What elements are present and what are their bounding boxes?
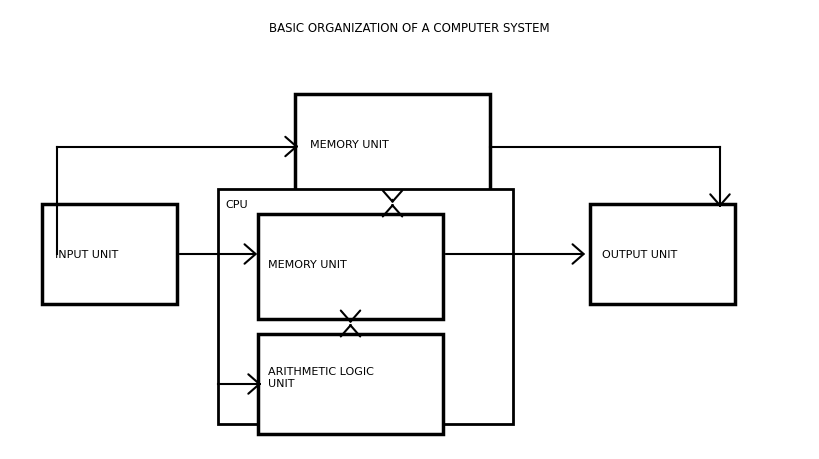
Text: MEMORY UNIT: MEMORY UNIT — [310, 140, 389, 150]
Bar — [258, 214, 443, 319]
Text: INPUT UNIT: INPUT UNIT — [55, 249, 118, 259]
Text: ARITHMETIC LOGIC
UNIT: ARITHMETIC LOGIC UNIT — [268, 366, 374, 388]
Bar — [258, 334, 443, 434]
Text: BASIC ORGANIZATION OF A COMPUTER SYSTEM: BASIC ORGANIZATION OF A COMPUTER SYSTEM — [269, 22, 550, 35]
Bar — [590, 205, 735, 304]
Text: MEMORY UNIT: MEMORY UNIT — [268, 259, 346, 269]
Bar — [295, 95, 490, 200]
Bar — [42, 205, 177, 304]
Text: CPU: CPU — [225, 200, 247, 210]
Text: OUTPUT UNIT: OUTPUT UNIT — [602, 249, 677, 259]
Bar — [218, 190, 513, 424]
